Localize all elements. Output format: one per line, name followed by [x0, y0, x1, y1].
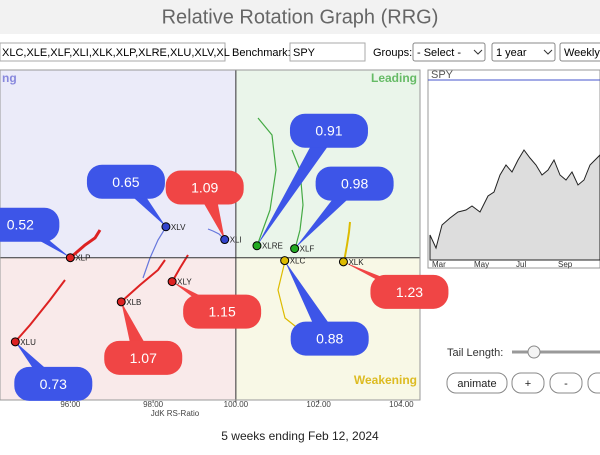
slider-handle[interactable]	[527, 345, 541, 359]
callout-value: 0.73	[40, 376, 67, 392]
callout	[290, 321, 369, 356]
benchmark-label: Benchmark:	[232, 47, 291, 59]
dropdown-arrow	[473, 49, 483, 55]
point-label: XLU	[20, 338, 36, 347]
point[interactable]	[290, 244, 300, 254]
leading-quadrant	[236, 70, 420, 258]
point-label: XLB	[126, 298, 141, 307]
tail	[256, 117, 277, 247]
tail-label: Tail Length:	[447, 347, 503, 359]
x-tick-label: 100.00	[224, 400, 249, 409]
symbols-text: XLC,XLE,XLF,XLI,XLK,XLP,XLRE,XLU,XLV,XL	[2, 47, 230, 59]
callout-value: 1.23	[396, 284, 423, 300]
period-select[interactable]	[491, 42, 556, 62]
point-label: XLF	[300, 245, 315, 254]
tail	[171, 254, 189, 283]
month-label: Mar	[432, 260, 446, 269]
plot-frame	[0, 69, 421, 401]
button[interactable]	[511, 372, 545, 394]
callout	[86, 164, 165, 199]
point-label: XLK	[348, 258, 364, 267]
point-label: XLRE	[262, 242, 283, 251]
month-label: May	[474, 260, 489, 269]
symbols-input[interactable]	[0, 42, 226, 62]
frequency-select[interactable]	[559, 42, 600, 62]
x-tick-label: 96.00	[60, 400, 81, 409]
tail	[291, 149, 304, 250]
month-label: Jul	[516, 260, 526, 269]
tail	[142, 226, 167, 279]
point[interactable]	[220, 235, 230, 245]
point-label: XLY	[177, 278, 192, 287]
point-label: XLP	[75, 254, 90, 263]
point[interactable]	[252, 241, 262, 251]
button-label: +	[525, 378, 531, 390]
month-label: Sep	[558, 260, 573, 269]
button-label: -	[564, 378, 568, 390]
tails	[14, 117, 351, 343]
callout	[165, 170, 244, 205]
callout-value: 0.52	[7, 217, 34, 233]
x-tick-label: 102.00	[306, 400, 331, 409]
title-bar	[0, 0, 600, 34]
point[interactable]	[167, 277, 177, 287]
callout	[370, 274, 449, 309]
callout-value: 0.98	[341, 176, 368, 192]
callout	[289, 113, 368, 148]
improving-label: ng	[2, 71, 17, 85]
frequency-text: Weekly	[564, 47, 600, 59]
month-axis: MarMayJulSepN	[432, 260, 573, 269]
callout-value: 1.15	[209, 304, 236, 320]
point-label: XLV	[171, 223, 186, 232]
button[interactable]	[549, 372, 583, 394]
benchmark-title: SPY	[431, 69, 454, 81]
groups-label: Groups:	[373, 47, 412, 59]
point[interactable]	[116, 297, 126, 307]
tail	[14, 279, 66, 343]
callout-pointer	[256, 130, 339, 246]
callout-value: 0.91	[315, 123, 342, 139]
button-row: animate+-f	[446, 372, 600, 394]
callout-value: 0.88	[316, 331, 343, 347]
tail	[343, 221, 351, 263]
tail	[120, 259, 166, 303]
callout	[183, 294, 262, 329]
benchmark-input[interactable]	[289, 42, 366, 62]
callout	[0, 207, 60, 242]
leading-label: Leading	[371, 71, 417, 85]
callout	[315, 166, 394, 201]
point[interactable]	[161, 222, 171, 232]
weakening-label: Weakening	[354, 373, 417, 387]
button[interactable]	[446, 372, 508, 394]
point[interactable]	[280, 256, 290, 266]
benchmark-text: SPY	[293, 47, 316, 59]
benchmark-price	[429, 149, 600, 261]
callout	[14, 366, 93, 401]
page-title: Relative Rotation Graph (RRG)	[162, 6, 439, 28]
callout-pointer	[284, 260, 340, 339]
callout-value: 1.09	[191, 180, 218, 196]
point[interactable]	[65, 253, 75, 263]
rrg-plot: ng Leading Weakening 96.00 98.00 100.00 102…	[0, 69, 449, 418]
period-text: 1 year	[496, 47, 527, 59]
tail	[277, 260, 301, 331]
point-label: XLI	[230, 236, 242, 245]
groups-text: - Select -	[417, 47, 461, 59]
callout-value: 0.65	[112, 174, 139, 190]
x-tick-label: 98.00	[143, 400, 164, 409]
point[interactable]	[338, 257, 348, 267]
x-axis-label: JdK RS-Ratio	[151, 409, 200, 418]
callout	[104, 340, 183, 375]
dropdown-arrow	[543, 49, 553, 55]
button[interactable]	[587, 372, 600, 394]
footer-caption: 5 weeks ending Feb 12, 2024	[221, 429, 379, 443]
point-label: XLC	[290, 257, 306, 266]
x-tick-label: 104.00	[389, 400, 414, 409]
button-label: animate	[457, 378, 496, 390]
callout-value: 1.07	[130, 350, 157, 366]
tail	[69, 229, 102, 260]
groups-select[interactable]	[412, 42, 486, 62]
point[interactable]	[10, 337, 20, 347]
